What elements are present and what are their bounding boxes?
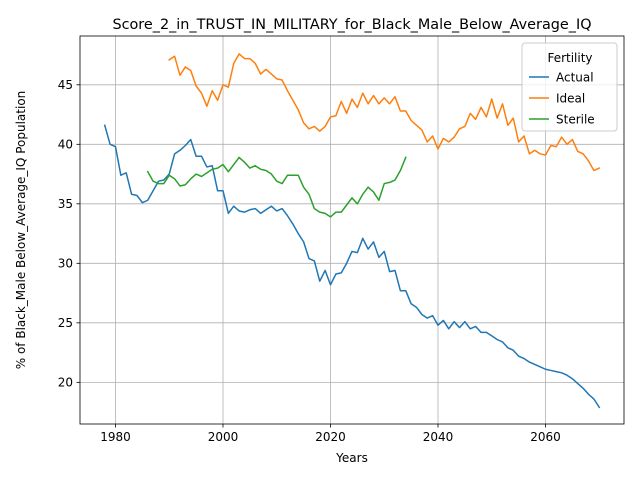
legend-label-sterile: Sterile — [556, 112, 595, 126]
x-tick-label: 2020 — [315, 430, 346, 444]
y-tick-label: 35 — [58, 197, 73, 211]
y-tick-label: 30 — [58, 257, 73, 271]
legend: Fertility Actual Ideal Sterile — [521, 42, 618, 132]
x-axis-label: Years — [335, 451, 368, 465]
axis-ticks: 1980 2000 2020 2040 2060 20 25 30 35 40 45 — [58, 78, 561, 444]
series-line-ideal — [168, 53, 601, 172]
chart-title: Score_2_in_TRUST_IN_MILITARY_for_Black_M… — [112, 17, 591, 33]
legend-label-ideal: Ideal — [556, 91, 585, 105]
x-tick-label: 2000 — [208, 430, 239, 444]
legend-title: Fertility — [547, 51, 592, 65]
legend-label-actual: Actual — [556, 70, 594, 84]
legend-box — [521, 42, 618, 132]
y-tick-label: 40 — [58, 138, 73, 152]
series-lines — [103, 53, 601, 409]
y-tick-label: 25 — [58, 316, 73, 330]
series-line-sterile — [146, 156, 407, 218]
series-line-actual — [103, 124, 601, 409]
y-tick-label: 20 — [58, 376, 73, 390]
y-tick-label: 45 — [58, 78, 73, 92]
x-tick-label: 1980 — [100, 430, 131, 444]
x-tick-label: 2060 — [530, 430, 561, 444]
x-tick-label: 2040 — [423, 430, 454, 444]
legend-entries: Actual Ideal Sterile — [529, 70, 595, 126]
plot-frame — [79, 35, 625, 425]
y-axis-label: % of Black_Male Below_Average_IQ Populat… — [14, 91, 28, 370]
